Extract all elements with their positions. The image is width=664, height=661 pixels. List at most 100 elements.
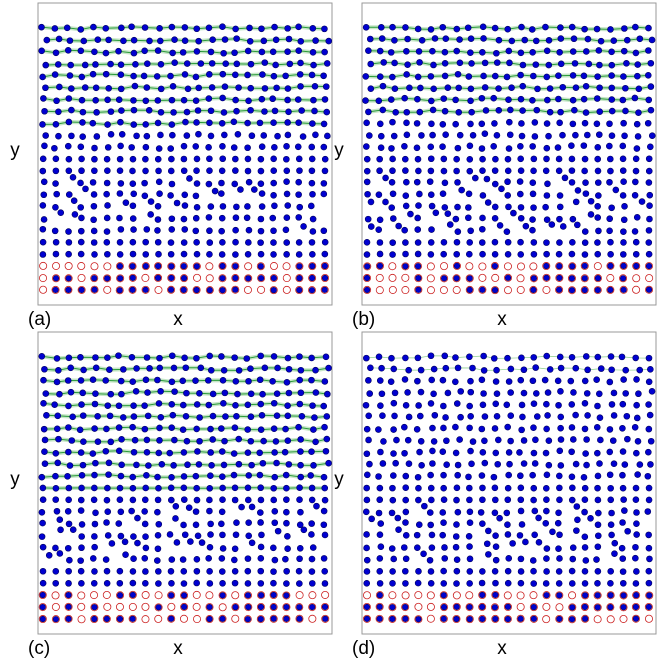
particle [645, 401, 652, 408]
particle [158, 460, 166, 468]
particle [168, 473, 175, 481]
particle [181, 24, 189, 31]
particle [221, 131, 228, 139]
particle [622, 390, 629, 397]
pinning-site [167, 614, 176, 623]
particle [389, 23, 396, 31]
particle [103, 155, 111, 163]
particle [205, 24, 213, 32]
particle [297, 436, 304, 443]
particle [376, 250, 384, 258]
particle [529, 96, 536, 104]
particle [168, 496, 175, 504]
pinning-site [619, 274, 628, 283]
particle [427, 73, 435, 80]
pinning-site [282, 591, 291, 600]
particle [296, 400, 304, 408]
particle [530, 604, 537, 611]
particle [453, 250, 460, 258]
particle [308, 287, 316, 294]
particle [55, 108, 62, 116]
pinning-site [414, 274, 423, 283]
particle [116, 484, 124, 492]
particle [324, 390, 331, 398]
particle [648, 132, 656, 139]
particle [555, 72, 562, 79]
particle [554, 377, 562, 385]
particle [529, 216, 536, 223]
particle [260, 132, 268, 139]
particle [647, 83, 655, 90]
particle [404, 35, 411, 43]
pinning-site [516, 614, 525, 623]
particle [321, 423, 328, 431]
pinning-site [465, 591, 474, 600]
particle [508, 84, 515, 92]
particle [608, 72, 615, 79]
particle [231, 49, 238, 57]
particle [91, 155, 98, 163]
particle [168, 121, 176, 128]
particle [391, 412, 398, 420]
particle [117, 472, 125, 480]
particle [581, 239, 589, 246]
particle [387, 378, 395, 386]
particle [218, 179, 225, 187]
particle [504, 521, 511, 528]
particle [495, 85, 502, 92]
pinning-site [465, 615, 474, 624]
pinning-site [439, 286, 448, 295]
particle [403, 108, 411, 116]
particle [503, 73, 511, 81]
pinning-site [128, 273, 137, 282]
particle [91, 275, 98, 282]
particle [441, 204, 449, 211]
particle [65, 484, 73, 492]
particle [581, 377, 589, 385]
particle [141, 24, 149, 31]
particle [453, 556, 461, 563]
particle [309, 251, 316, 258]
particle [530, 580, 538, 587]
particle [146, 365, 153, 372]
particle [581, 496, 589, 503]
particle [606, 426, 614, 433]
particle [439, 509, 447, 516]
particle [556, 615, 563, 623]
particle [633, 449, 640, 457]
particle [300, 223, 307, 230]
particle [257, 155, 265, 163]
particle [145, 106, 153, 114]
particle [440, 567, 447, 575]
particle [389, 155, 396, 163]
particle [569, 48, 577, 55]
particle [466, 424, 473, 432]
particle [244, 567, 252, 575]
pinning-site [490, 262, 499, 271]
particle [155, 178, 163, 186]
particle [505, 145, 513, 152]
particle [530, 449, 538, 457]
pinning-site [102, 590, 111, 599]
particle [391, 59, 398, 67]
particle [257, 227, 265, 235]
pinning-site [491, 273, 500, 282]
particle [481, 59, 489, 67]
particle [232, 286, 239, 293]
y-axis-label: y [10, 140, 20, 161]
particle [428, 226, 435, 233]
particle [531, 133, 539, 140]
particle [570, 35, 578, 43]
particle [244, 203, 251, 210]
particle [308, 531, 315, 538]
pinning-site [414, 591, 423, 600]
particle [147, 198, 155, 205]
particle [77, 250, 85, 258]
particle [393, 436, 400, 444]
particle [192, 227, 200, 235]
particle [418, 132, 425, 139]
particle [325, 459, 332, 467]
particle [295, 178, 302, 186]
particle [520, 460, 528, 467]
particle [180, 275, 188, 282]
